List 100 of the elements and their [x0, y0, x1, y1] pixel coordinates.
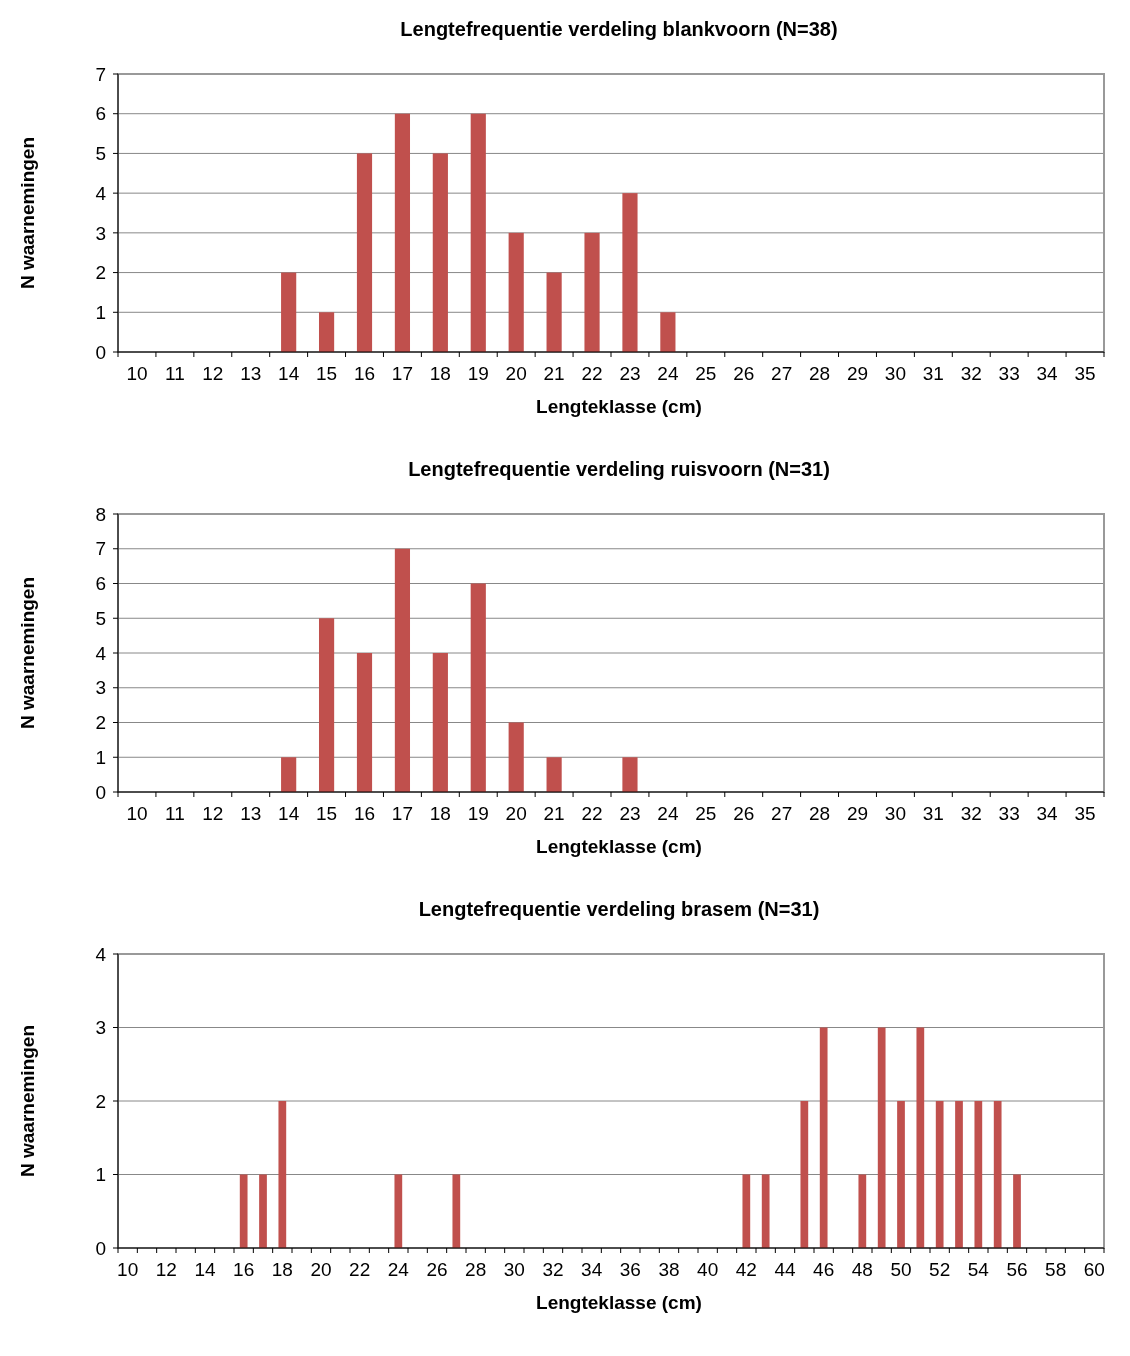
x-tick-label: 23 [619, 363, 641, 384]
y-tick-label: 7 [95, 538, 106, 560]
bar [356, 653, 373, 792]
x-tick-label: 10 [126, 363, 148, 384]
x-tick-label: 12 [155, 1259, 177, 1280]
bar [318, 618, 335, 792]
x-tick-label: 13 [240, 363, 262, 384]
bar [394, 1174, 403, 1248]
x-tick-label: 28 [809, 803, 831, 824]
y-tick-label: 7 [95, 63, 106, 85]
x-tick-label: 35 [1074, 803, 1096, 824]
x-tick-label: 26 [733, 803, 755, 824]
x-tick-label: 31 [922, 363, 944, 384]
bar [394, 548, 411, 792]
x-tick-label: 10 [117, 1259, 139, 1280]
bar [974, 1101, 983, 1248]
bar [916, 1027, 925, 1248]
bar [432, 653, 448, 792]
x-tick-label: 30 [884, 363, 906, 384]
x-tick-label: 12 [202, 363, 224, 384]
y-tick-label: 1 [95, 1164, 106, 1186]
bar [452, 1174, 461, 1248]
x-tick-label: 44 [774, 1259, 796, 1280]
y-tick-label: 0 [95, 1237, 106, 1259]
x-tick-label: 14 [194, 1259, 216, 1280]
x-tick-label: 60 [1083, 1259, 1105, 1280]
x-tick-label: 28 [465, 1259, 487, 1280]
y-tick-label: 2 [95, 1090, 106, 1112]
x-tick-label: 46 [813, 1259, 835, 1280]
x-tick-label: 34 [1036, 363, 1059, 384]
x-tick-label: 22 [581, 803, 603, 824]
y-tick-label: 1 [95, 301, 106, 323]
y-tick-label: 5 [95, 143, 106, 165]
x-tick-label: 33 [998, 363, 1020, 384]
x-tick-label: 32 [960, 803, 982, 824]
x-tick-label: 48 [851, 1259, 873, 1280]
bar [546, 757, 562, 792]
bar [278, 1101, 287, 1248]
x-tick-label: 17 [391, 803, 413, 824]
bar [800, 1101, 809, 1248]
bar [508, 232, 524, 352]
x-tick-label: 11 [165, 803, 185, 824]
bar [394, 113, 411, 352]
x-tick-label: 26 [426, 1259, 448, 1280]
bar [281, 757, 297, 792]
x-tick-label: 18 [429, 363, 451, 384]
x-tick-label: 25 [695, 803, 717, 824]
bar [955, 1101, 963, 1248]
bar [1013, 1174, 1021, 1248]
y-tick-label: 4 [95, 642, 107, 664]
x-tick-label: 14 [278, 803, 300, 824]
x-tick-label: 22 [581, 363, 603, 384]
x-tick-label: 19 [467, 803, 489, 824]
bar [761, 1174, 770, 1248]
x-tick-label: 16 [233, 1259, 255, 1280]
x-tick-label: 40 [697, 1259, 719, 1280]
y-tick-label: 4 [95, 943, 107, 965]
x-tick-label: 14 [278, 363, 300, 384]
y-tick-label: 3 [95, 1017, 106, 1039]
bar [470, 583, 486, 792]
x-axis-title: Lengteklasse (cm) [536, 836, 702, 857]
bar [239, 1174, 248, 1248]
x-tick-label: 58 [1045, 1259, 1067, 1280]
y-axis-title: N waarnemingen [17, 136, 38, 290]
x-tick-label: 30 [503, 1259, 525, 1280]
y-tick-label: 0 [95, 341, 106, 363]
x-tick-label: 24 [657, 803, 679, 824]
x-tick-label: 50 [890, 1259, 912, 1280]
x-tick-label: 26 [733, 363, 755, 384]
bar [546, 272, 562, 352]
x-tick-label: 27 [771, 363, 793, 384]
y-tick-label: 1 [95, 746, 106, 768]
chart-title: Lengtefrequentie verdeling ruisvoorn (N=31) [408, 458, 830, 480]
x-tick-label: 22 [349, 1259, 371, 1280]
x-tick-label: 31 [922, 803, 944, 824]
bar [935, 1101, 944, 1248]
x-tick-label: 54 [967, 1259, 990, 1280]
x-tick-label: 11 [165, 363, 185, 384]
y-axis-title: N waarnemingen [17, 576, 38, 730]
y-tick-label: 0 [95, 781, 106, 803]
x-tick-label: 32 [542, 1259, 564, 1280]
bar [993, 1101, 1002, 1248]
x-tick-label: 20 [505, 363, 527, 384]
y-tick-label: 6 [95, 103, 106, 125]
x-axis-title: Lengteklasse (cm) [536, 1292, 702, 1313]
x-tick-label: 17 [391, 363, 413, 384]
bar [508, 722, 524, 792]
x-tick-label: 15 [316, 363, 338, 384]
x-tick-label: 16 [353, 803, 376, 824]
x-tick-label: 18 [271, 1259, 293, 1280]
bar [584, 232, 600, 352]
x-tick-label: 29 [846, 803, 869, 824]
y-axis-title: N waarnemingen [17, 1024, 38, 1178]
x-tick-label: 10 [126, 803, 148, 824]
x-tick-label: 27 [771, 803, 793, 824]
y-tick-label: 3 [95, 222, 106, 244]
x-tick-label: 56 [1006, 1259, 1028, 1280]
x-tick-label: 19 [467, 363, 489, 384]
bar [858, 1174, 867, 1248]
x-tick-label: 28 [809, 363, 831, 384]
